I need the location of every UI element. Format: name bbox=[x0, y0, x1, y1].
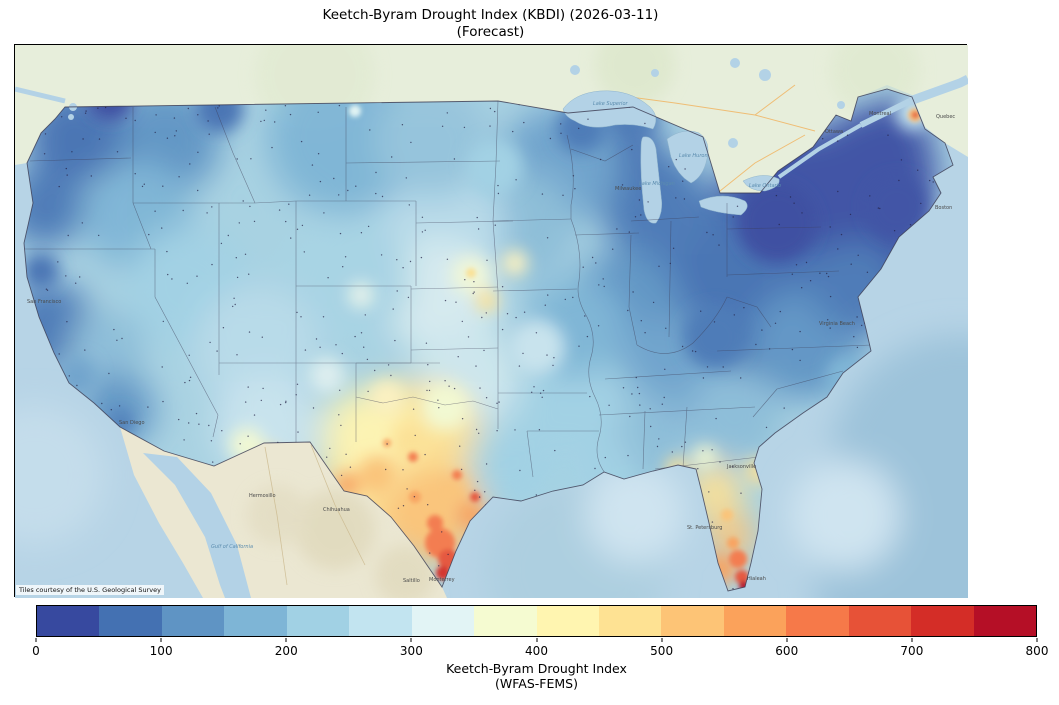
map-label: Monterrey bbox=[429, 577, 455, 583]
map-label: Gulf of California bbox=[211, 544, 253, 550]
map-label: Lake Huron bbox=[679, 153, 708, 159]
colorbar-segment bbox=[598, 606, 662, 636]
lake-michigan bbox=[640, 136, 663, 224]
map-label: Ottawa bbox=[825, 129, 843, 135]
colorbar-segment bbox=[286, 606, 350, 636]
ocean-bathymetry bbox=[15, 335, 968, 598]
colorbar bbox=[36, 605, 1037, 637]
colorbar-tick-mark bbox=[410, 638, 412, 642]
map-label: Hialeah bbox=[747, 576, 766, 582]
map-label: St. Petersburg bbox=[687, 525, 722, 531]
colorbar-tick-label: 100 bbox=[149, 644, 173, 658]
map-canvas: Quebec Montreal Ottawa Lake Superior Lake Mi… bbox=[15, 45, 968, 598]
colorbar-segment bbox=[786, 606, 849, 636]
map-city-labels: Quebec Montreal Ottawa Lake Superior Lake Mi… bbox=[27, 101, 955, 584]
gulf-of-california bbox=[143, 453, 251, 598]
title-line-2: (Forecast) bbox=[456, 24, 525, 40]
map-label: San Francisco bbox=[27, 299, 61, 305]
map-label: Saltillo bbox=[403, 578, 420, 584]
colorbar-segment bbox=[37, 606, 100, 636]
map-label: Montreal bbox=[869, 111, 891, 117]
colorbar-tick-label: 600 bbox=[775, 644, 799, 658]
colorbar-tick-label: 800 bbox=[1025, 644, 1049, 658]
figure-title: Keetch-Byram Drought Index (KBDI) (2026-… bbox=[14, 7, 967, 41]
colorbar-segment bbox=[99, 606, 162, 636]
map-attribution: Tiles courtesy of the U.S. Geological Su… bbox=[16, 585, 164, 595]
colorbar-tick-mark bbox=[911, 638, 913, 642]
map-label: Boston bbox=[935, 205, 952, 211]
map-label: San Diego bbox=[119, 420, 145, 426]
colorbar-segment bbox=[661, 606, 724, 636]
colorbar-tick-label: 400 bbox=[525, 644, 548, 658]
great-lakes bbox=[562, 90, 780, 224]
st-lawrence-river bbox=[777, 74, 968, 179]
colorbar-tick-label: 300 bbox=[399, 644, 423, 658]
map-label: Hermosillo bbox=[249, 493, 276, 499]
mexico-roads bbox=[264, 444, 366, 586]
title-line-1: Keetch-Byram Drought Index (KBDI) (2026-… bbox=[322, 7, 659, 23]
map-label: Jacksonville bbox=[726, 464, 756, 470]
colorbar-segment bbox=[723, 606, 787, 636]
map-label: Virginia Beach bbox=[819, 321, 855, 327]
colorbar-tick-mark bbox=[536, 638, 537, 642]
map-label: Quebec bbox=[936, 114, 955, 120]
colorbar-segment bbox=[848, 606, 912, 636]
map-label: Lake Ontario bbox=[749, 183, 781, 189]
lake-erie bbox=[698, 195, 748, 216]
colorbar-tick-mark bbox=[35, 638, 37, 642]
colorbar-tick-labels: 0 100 200 300 400 500 600 700 800 bbox=[32, 644, 1048, 659]
colorbar-label-line-2: (WFAS-FEMS) bbox=[495, 676, 578, 691]
colorbar-segment bbox=[349, 606, 412, 636]
colorbar-segment bbox=[911, 606, 974, 636]
lake-superior bbox=[562, 90, 657, 130]
colorbar-tick-label: 200 bbox=[274, 644, 298, 658]
colorbar-tick-mark bbox=[160, 638, 162, 642]
colorbar-tick-mark bbox=[285, 638, 287, 642]
colorbar-tick-mark bbox=[786, 638, 788, 642]
colorbar-label: Keetch-Byram Drought Index (WFAS-FEMS) bbox=[36, 661, 1037, 691]
map-label: Chihuahua bbox=[323, 507, 350, 513]
colorbar-segment bbox=[973, 606, 1036, 636]
map-label: Lake Michigan bbox=[639, 181, 675, 187]
colorbar-tick-label: 700 bbox=[900, 644, 924, 658]
canada-lakes bbox=[570, 58, 845, 148]
map-label: Milwaukee bbox=[615, 186, 641, 192]
colorbar-label-line-1: Keetch-Byram Drought Index bbox=[446, 661, 627, 676]
colorbar-segment bbox=[161, 606, 225, 636]
state-borders bbox=[24, 100, 872, 478]
colorbar-segment bbox=[536, 606, 599, 636]
colorbar-segment bbox=[411, 606, 475, 636]
colorbar-tick-label: 0 bbox=[32, 644, 40, 658]
map-frame: Quebec Montreal Ottawa Lake Superior Lake Mi… bbox=[14, 44, 968, 598]
colorbar-tick-label: 500 bbox=[650, 644, 674, 658]
mexico-terrain-shading bbox=[247, 485, 435, 598]
colorbar-tickmarks bbox=[35, 638, 1038, 643]
us-outline bbox=[23, 88, 954, 592]
colorbar-segment bbox=[474, 606, 537, 636]
colorbar-tick-mark bbox=[661, 638, 663, 642]
lake-ontario bbox=[742, 175, 780, 192]
colorbar-tick-mark bbox=[1036, 638, 1038, 642]
colorbar-segment bbox=[224, 606, 287, 636]
map-label: Lake Superior bbox=[593, 101, 629, 107]
canada-landmass bbox=[15, 45, 968, 193]
